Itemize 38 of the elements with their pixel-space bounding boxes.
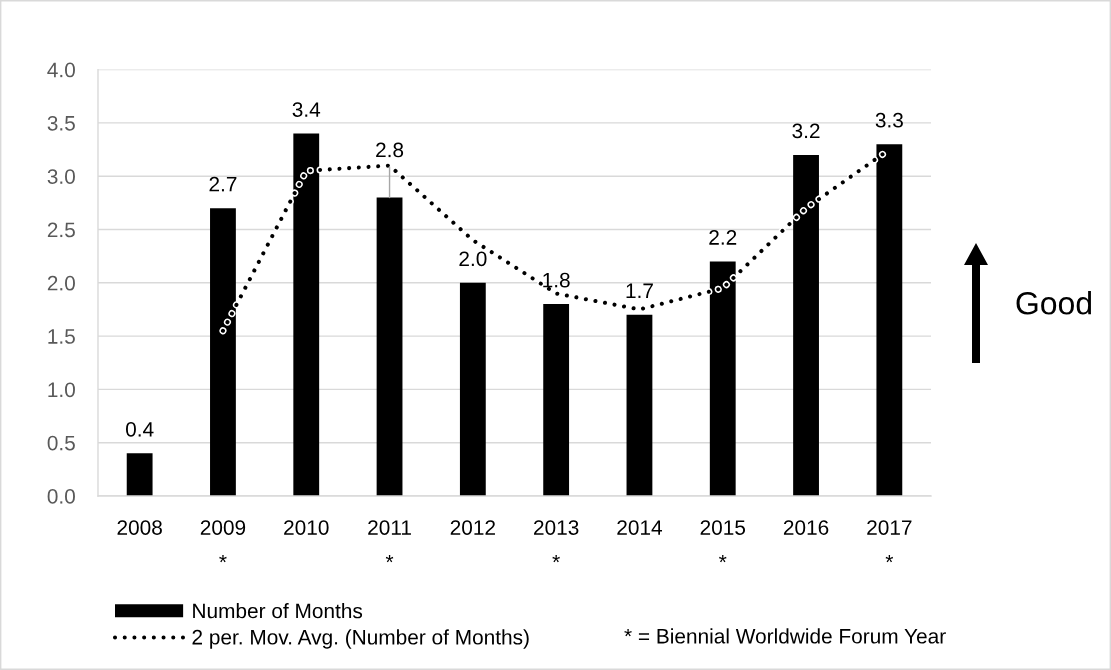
bar	[543, 304, 570, 496]
x-tick-label: 2014	[617, 520, 663, 535]
legend-label: 2 per. Mov. Avg. (Number of Months)	[192, 629, 529, 649]
y-tick-label: 2.0	[47, 275, 75, 291]
data-label: 1.7	[626, 283, 653, 298]
y-tick-label: 3.0	[47, 169, 75, 184]
x-tick-label: 2016	[783, 520, 829, 535]
text: * = Biennial Worldwide Forum Year	[624, 628, 946, 644]
bar	[626, 314, 653, 496]
data-label: 2.2	[709, 230, 737, 245]
y-tick-label: 1.0	[48, 382, 75, 398]
x-tick-label: 2010	[284, 520, 329, 535]
x-tick-label: 2008	[117, 520, 162, 535]
y-tick-label: 1.5	[48, 329, 75, 344]
data-label: 2.7	[209, 176, 237, 192]
legend-label: Number of Months	[193, 603, 363, 619]
x-tick-label: 2009 *	[200, 520, 246, 563]
y-tick-label: 2.5	[47, 222, 75, 238]
y-tick-label: 0.0	[47, 489, 75, 504]
data-label: 3.2	[792, 123, 820, 139]
data-label: 0.4	[125, 421, 154, 437]
data-label: 3.4	[292, 102, 321, 117]
text: Good	[1016, 291, 1092, 315]
x-tick-label: 2011 *	[368, 520, 411, 563]
data-label: 2.0	[459, 251, 487, 267]
x-tick-label: 2017 *	[867, 520, 912, 563]
x-tick-label: 2015 *	[700, 520, 746, 563]
y-tick-label: 4.0	[47, 62, 75, 78]
y-tick-label: 0.5	[47, 435, 75, 451]
data-label: 3.3	[875, 112, 903, 128]
data-label: 1.8	[543, 272, 570, 288]
y-tick-label: 3.5	[47, 115, 75, 131]
data-label: 2.8	[376, 142, 404, 158]
bar	[376, 197, 403, 496]
x-tick-label: 2012	[450, 520, 495, 535]
bar	[126, 453, 153, 496]
bar	[459, 282, 486, 496]
x-tick-label: 2013 *	[534, 520, 579, 563]
